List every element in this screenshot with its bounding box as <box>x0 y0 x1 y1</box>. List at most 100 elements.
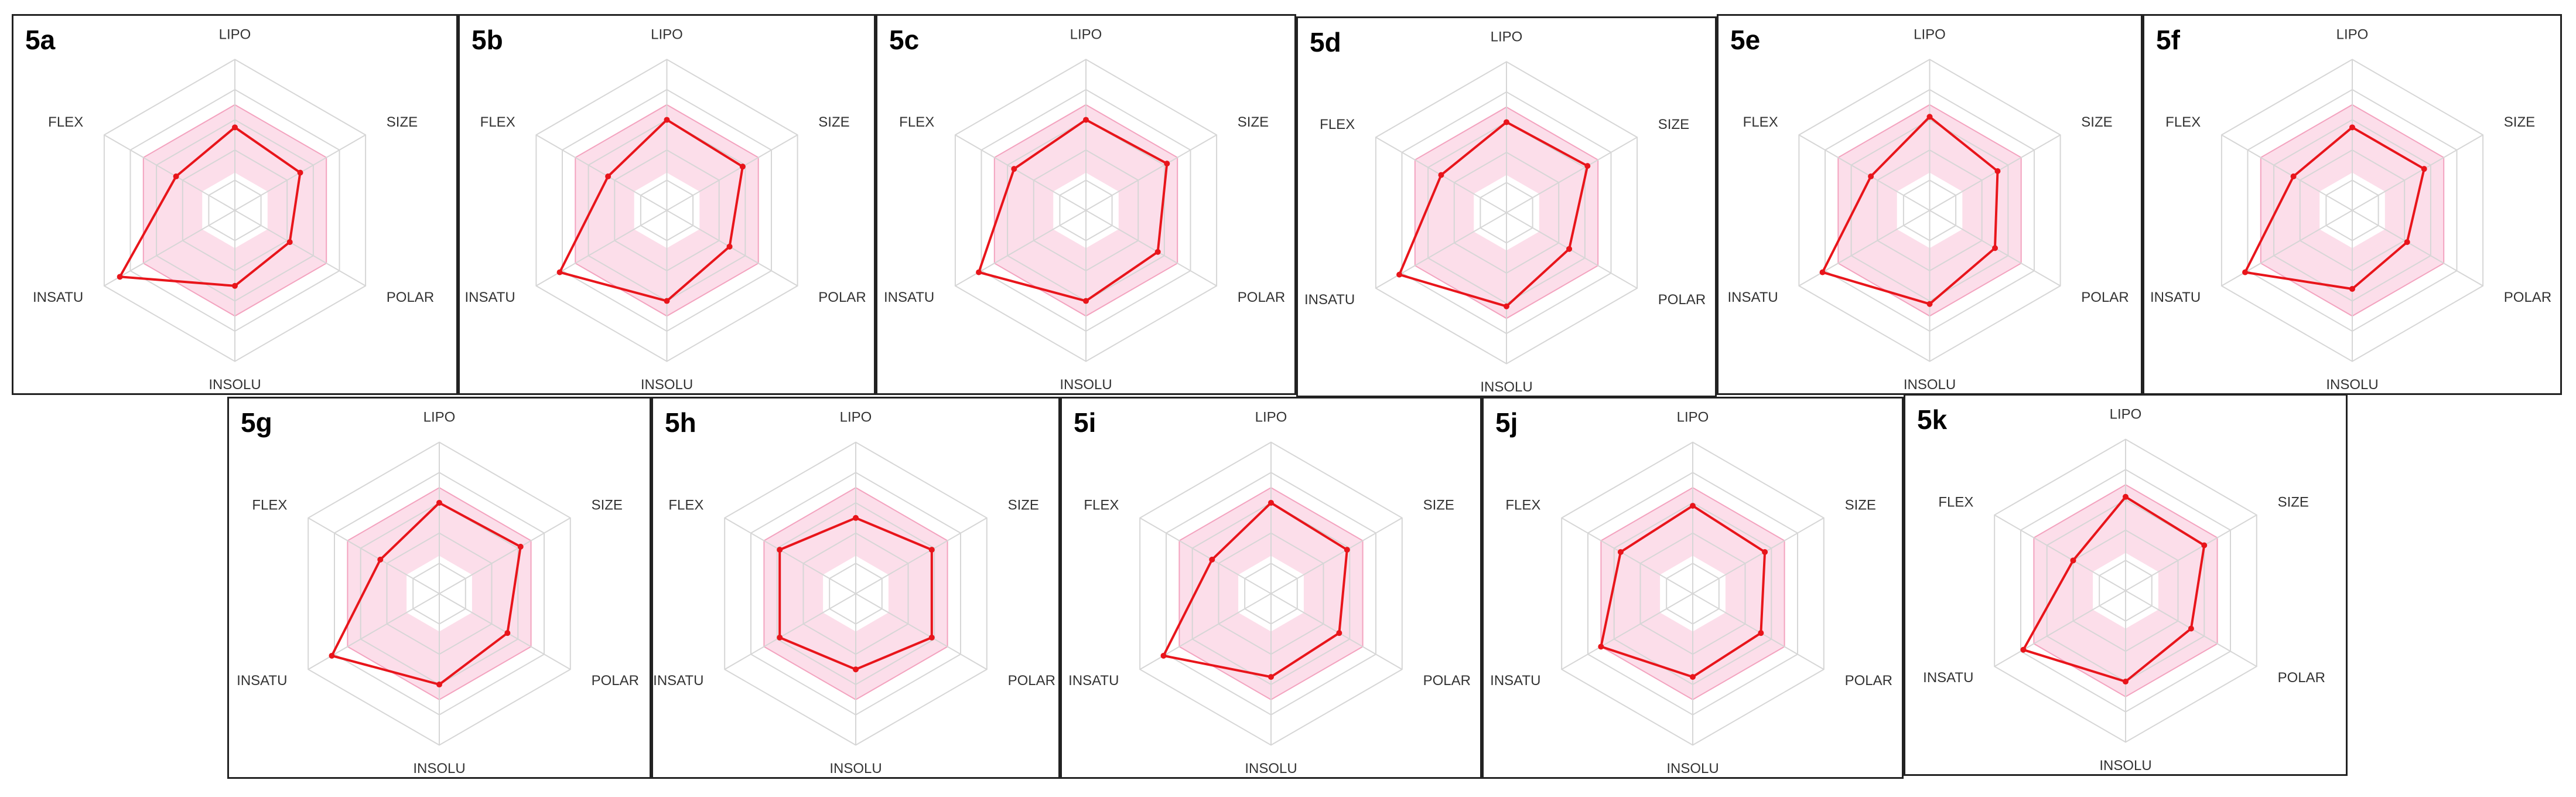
data-point-lipo <box>2349 124 2355 131</box>
panel-5j: LIPO SIZE POLAR INSOLU INSATU FLEX 5j <box>1482 397 1904 779</box>
data-point-insolu <box>2123 679 2129 685</box>
data-point-flex <box>1438 172 1444 178</box>
data-point-flex <box>2070 557 2076 564</box>
data-point-flex <box>377 556 384 563</box>
axis-label-insatu: INSATU <box>1068 673 1119 689</box>
axis-label-size: SIZE <box>1008 497 1039 513</box>
radar-chart-5f: LIPO SIZE POLAR INSOLU INSATU FLEX <box>2150 27 2551 393</box>
data-point-lipo <box>664 117 670 123</box>
data-point-flex <box>777 547 783 553</box>
axis-label-polar: POLAR <box>1008 673 1055 689</box>
data-point-lipo <box>232 124 238 131</box>
radar-chart-5g: LIPO SIZE POLAR INSOLU INSATU FLEX <box>237 410 639 776</box>
radar-chart-5a: LIPO SIZE POLAR INSOLU INSATU FLEX <box>33 27 434 393</box>
axis-spoke <box>439 593 571 670</box>
radar-chart-5k: LIPO SIZE POLAR INSOLU INSATU FLEX <box>1923 407 2325 774</box>
panel-5f: LIPO SIZE POLAR INSOLU INSATU FLEX 5f <box>2143 14 2562 395</box>
data-point-insolu <box>232 282 238 289</box>
data-point-polar <box>1336 630 1342 636</box>
data-point-polar <box>286 239 293 246</box>
axis-spoke <box>1139 517 1272 594</box>
data-point-insatu <box>1160 652 1167 659</box>
panel-5g: LIPO SIZE POLAR INSOLU INSATU FLEX 5g <box>227 397 651 779</box>
axis-label-flex: FLEX <box>668 497 703 513</box>
axis-label-flex: FLEX <box>252 497 287 513</box>
data-point-lipo <box>1926 114 1933 120</box>
data-point-size <box>1994 168 2001 175</box>
panel-label-5b: 5b <box>472 25 503 55</box>
axis-spoke <box>1798 134 1930 211</box>
axis-spoke <box>724 593 856 670</box>
axis-label-lipo: LIPO <box>1914 27 1946 43</box>
axis-label-lipo: LIPO <box>2336 27 2369 43</box>
axis-label-insolu: INSOLU <box>1480 379 1532 395</box>
axis-spoke <box>1270 593 1403 670</box>
axis-label-polar: POLAR <box>818 289 866 305</box>
data-point-insatu <box>2242 269 2249 275</box>
axis-label-lipo: LIPO <box>1491 29 1523 45</box>
axis-label-polar: POLAR <box>2504 289 2551 305</box>
data-point-lipo <box>2123 493 2129 500</box>
axis-label-lipo: LIPO <box>423 410 456 425</box>
data-point-polar <box>928 634 935 641</box>
radar-chart-5i: LIPO SIZE POLAR INSOLU INSATU FLEX <box>1068 410 1471 776</box>
axis-spoke <box>234 210 366 287</box>
data-point-polar <box>726 243 733 250</box>
axis-spoke <box>2125 514 2257 591</box>
axis-label-insatu: INSATU <box>1304 292 1355 308</box>
axis-spoke <box>1506 137 1638 213</box>
axis-spoke <box>1561 517 1693 594</box>
radar-chart-5d: LIPO SIZE POLAR INSOLU INSATU FLEX <box>1304 29 1706 396</box>
axis-label-flex: FLEX <box>1320 117 1355 132</box>
panel-label-5c: 5c <box>889 25 920 55</box>
axis-label-size: SIZE <box>2081 114 2112 130</box>
data-point-insatu <box>1396 271 1403 278</box>
axis-label-polar: POLAR <box>2278 670 2325 686</box>
axis-spoke <box>1561 593 1693 670</box>
data-point-insatu <box>777 634 783 641</box>
data-point-insatu <box>976 269 982 275</box>
data-point-flex <box>1011 166 1017 172</box>
axis-label-insatu: INSATU <box>1727 289 1778 305</box>
data-point-size <box>2201 542 2208 549</box>
panel-5i: LIPO SIZE POLAR INSOLU INSATU FLEX 5i <box>1060 397 1482 779</box>
panel-5d: LIPO SIZE POLAR INSOLU INSATU FLEX 5d <box>1296 16 1717 397</box>
axis-label-lipo: LIPO <box>219 27 251 43</box>
data-point-flex <box>1868 173 1874 180</box>
optimal-range-band <box>143 104 327 316</box>
data-point-insolu <box>1504 303 1509 309</box>
axis-label-lipo: LIPO <box>1255 410 1287 425</box>
axis-label-insolu: INSOLU <box>2326 377 2378 393</box>
panel-label-5j: 5j <box>1495 407 1518 438</box>
data-point-lipo <box>853 515 859 521</box>
radar-chart-5e: LIPO SIZE POLAR INSOLU INSATU FLEX <box>1727 27 2129 393</box>
panel-label-5d: 5d <box>1310 27 1341 57</box>
axis-label-insolu: INSOLU <box>1060 377 1112 393</box>
data-point-size <box>739 164 746 170</box>
axis-label-polar: POLAR <box>1423 673 1471 689</box>
axis-label-polar: POLAR <box>1658 292 1706 308</box>
data-point-flex <box>2290 173 2297 180</box>
data-point-polar <box>1992 245 1998 251</box>
data-point-insolu <box>1690 674 1696 680</box>
data-point-polar <box>2404 239 2410 246</box>
data-point-insolu <box>664 298 670 304</box>
axis-spoke <box>2352 210 2483 287</box>
axis-label-insatu: INSATU <box>884 289 934 305</box>
axis-label-flex: FLEX <box>2165 114 2201 130</box>
axis-label-insolu: INSOLU <box>641 377 693 393</box>
axis-spoke <box>1506 212 1638 289</box>
axis-spoke <box>955 134 1087 211</box>
data-point-polar <box>1758 630 1764 636</box>
data-point-lipo <box>436 499 442 506</box>
data-point-lipo <box>1268 499 1274 506</box>
axis-label-insatu: INSATU <box>2150 289 2201 305</box>
axis-spoke <box>308 517 440 594</box>
axis-label-polar: POLAR <box>1238 289 1285 305</box>
data-point-flex <box>1617 549 1624 555</box>
axis-spoke <box>1270 517 1403 594</box>
optimal-range-band <box>994 104 1178 316</box>
axis-label-polar: POLAR <box>387 289 434 305</box>
radar-chart-5h: LIPO SIZE POLAR INSOLU INSATU FLEX <box>653 410 1055 776</box>
panel-5e: LIPO SIZE POLAR INSOLU INSATU FLEX 5e <box>1717 14 2143 395</box>
